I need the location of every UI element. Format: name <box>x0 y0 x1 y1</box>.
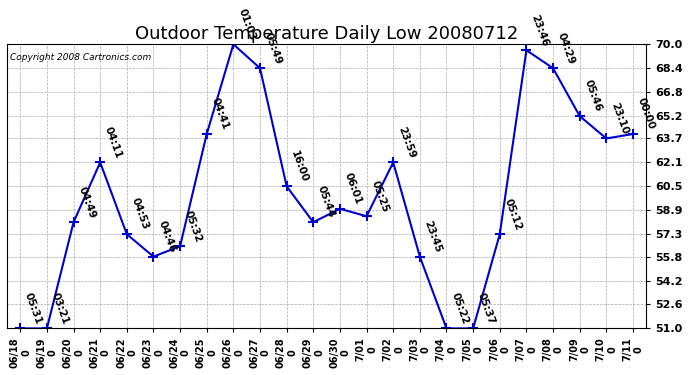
Text: 03:21: 03:21 <box>50 291 70 326</box>
Text: 05:46: 05:46 <box>582 79 603 113</box>
Text: 23:46: 23:46 <box>529 13 550 48</box>
Text: 05:44: 05:44 <box>316 184 337 219</box>
Text: 04:46: 04:46 <box>156 219 177 254</box>
Text: 05:49: 05:49 <box>263 31 284 65</box>
Text: 05:32: 05:32 <box>183 209 204 243</box>
Text: 23:10: 23:10 <box>609 101 630 136</box>
Text: 05:12: 05:12 <box>502 197 523 231</box>
Text: 04:53: 04:53 <box>130 197 150 231</box>
Text: 05:31: 05:31 <box>23 291 43 326</box>
Text: 23:45: 23:45 <box>422 219 444 254</box>
Text: 01:03: 01:03 <box>236 7 257 42</box>
Text: 23:59: 23:59 <box>396 125 417 160</box>
Title: Outdoor Temperature Daily Low 20080712: Outdoor Temperature Daily Low 20080712 <box>135 25 518 43</box>
Text: 04:11: 04:11 <box>103 125 124 160</box>
Text: 06:01: 06:01 <box>343 171 364 206</box>
Text: 04:49: 04:49 <box>77 185 97 219</box>
Text: 16:00: 16:00 <box>289 149 311 183</box>
Text: 05:37: 05:37 <box>476 291 497 326</box>
Text: 04:29: 04:29 <box>556 31 577 65</box>
Text: 04:41: 04:41 <box>210 96 230 131</box>
Text: 05:22: 05:22 <box>449 291 470 326</box>
Text: 00:00: 00:00 <box>635 97 656 131</box>
Text: 05:25: 05:25 <box>369 179 390 213</box>
Text: Copyright 2008 Cartronics.com: Copyright 2008 Cartronics.com <box>10 53 151 62</box>
